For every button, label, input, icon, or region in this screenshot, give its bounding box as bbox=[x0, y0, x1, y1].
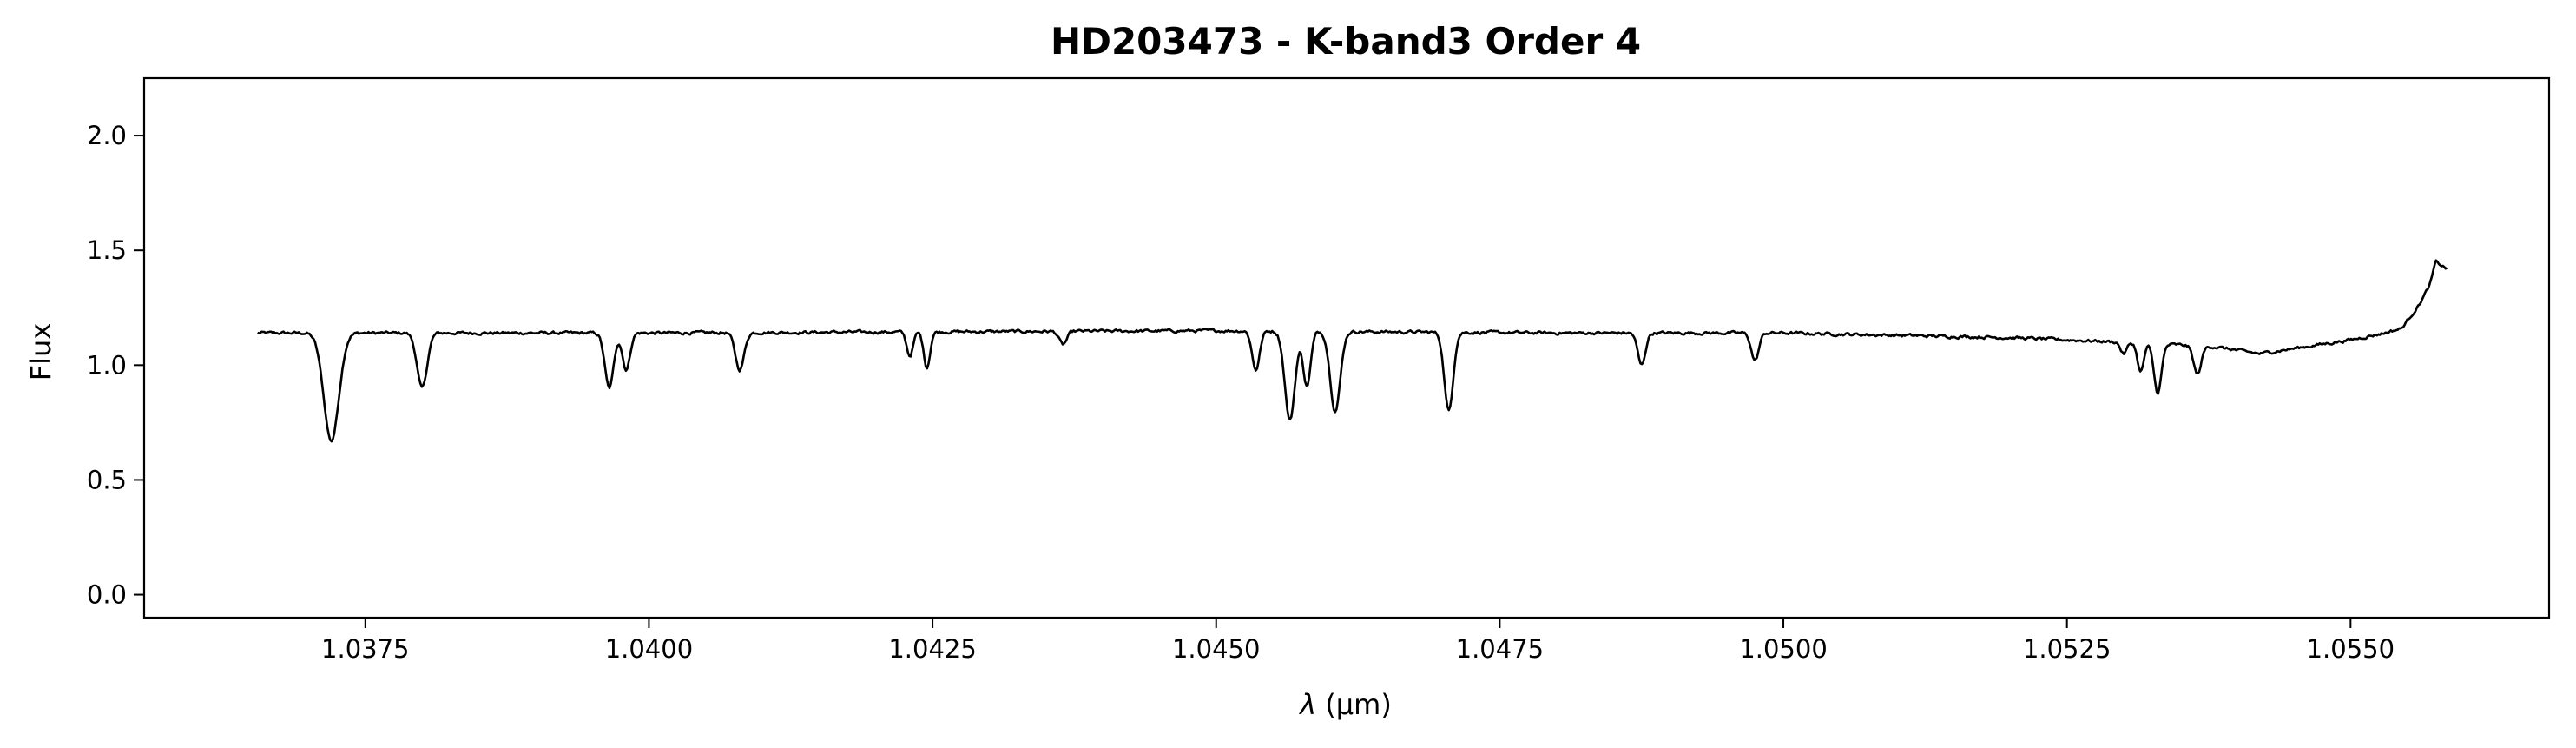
y-axis-label: Flux bbox=[24, 323, 57, 381]
x-axis-label: λ (μm) bbox=[1298, 688, 1392, 721]
x-tick-label: 1.0500 bbox=[1739, 634, 1827, 664]
y-tick-label: 1.5 bbox=[87, 235, 127, 265]
y-axis-label-text: Flux bbox=[24, 323, 57, 381]
chart-title: HD203473 - K-band3 Order 4 bbox=[1051, 20, 1641, 63]
x-tick-label: 1.0475 bbox=[1456, 634, 1544, 664]
x-axis-label-symbol: λ bbox=[1298, 688, 1316, 721]
x-tick-label: 1.0450 bbox=[1172, 634, 1260, 664]
x-tick-label: 1.0425 bbox=[888, 634, 976, 664]
x-tick-label: 1.0525 bbox=[2023, 634, 2111, 664]
x-tick-label: 1.0550 bbox=[2307, 634, 2395, 664]
x-axis-ticks: 1.0375 1.0400 1.0425 1.0450 1.0475 1.0500 1.05… bbox=[321, 618, 2395, 664]
y-tick-label: 1.0 bbox=[87, 350, 127, 380]
x-tick-label: 1.0375 bbox=[321, 634, 409, 664]
y-tick-label: 0.5 bbox=[87, 465, 127, 494]
y-axis-ticks: 0.0 0.5 1.0 1.5 2.0 bbox=[87, 121, 144, 610]
spectrum-series-line bbox=[257, 259, 2448, 443]
y-tick-label: 0.0 bbox=[87, 580, 127, 610]
x-tick-label: 1.0400 bbox=[605, 634, 693, 664]
x-axis-label-unit: (μm) bbox=[1325, 688, 1392, 721]
plot-frame bbox=[142, 76, 2551, 619]
y-tick-label: 2.0 bbox=[87, 121, 127, 150]
